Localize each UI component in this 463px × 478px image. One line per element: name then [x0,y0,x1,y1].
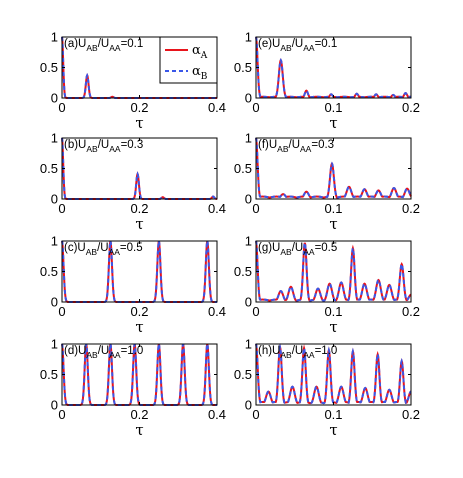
x-tick-label: 0.2 [130,201,148,216]
panel-label: (b)UAB/UAA=0.3 [64,139,143,154]
legend-label-alpha-a: αA [192,43,208,61]
x-tick-label: 0 [58,201,65,216]
x-tick-label: 0.1 [324,100,342,115]
x-tick-label: 0.4 [208,100,226,115]
y-tick-label: 0 [245,398,252,413]
x-tick-label: 0.2 [130,100,148,115]
y-tick-label: 0.5 [234,367,252,382]
panel-label: (g)UAB/UAA=0.5 [258,242,337,257]
panel-f: 0 0.1 0.2 0 0.5 1 τ (f)UAB/UAA=0.3 [234,131,420,234]
y-tick-label: 1 [245,131,252,146]
x-tick-label: 0.2 [130,407,148,422]
y-tick-label: 0.5 [234,60,252,75]
panel-c: 0 0.2 0.4 0 0.5 1 τ (c)UAB/UAA=0.5 [40,234,226,337]
legend-box [159,36,218,84]
y-tick-label: 1 [245,234,252,249]
x-tick-label: 0.4 [208,201,226,216]
panel-h: 0 0.1 0.2 0 0.5 1 τ (h)UAB/UAA=1.0 [234,337,420,440]
y-tick-label: 0.5 [40,264,58,279]
panel-label: (d)UAB/UAA=1.0 [64,345,143,360]
x-tick-label: 0.2 [402,304,420,319]
x-tick-label: 0.4 [208,407,226,422]
x-tick-label: 0.1 [324,201,342,216]
y-tick-label: 0.5 [40,60,58,75]
y-tick-label: 0 [51,295,58,310]
y-tick-label: 0 [51,398,58,413]
x-tick-label: 0 [252,201,259,216]
panel-label: (h)UAB/UAA=1.0 [258,345,337,360]
panel-label: (f)UAB/UAA=0.3 [258,139,334,154]
y-tick-label: 1 [51,131,58,146]
y-tick-label: 0.5 [234,264,252,279]
y-tick-label: 1 [245,30,252,45]
series-alpha-b-line [255,137,412,199]
y-tick-label: 0 [245,192,252,207]
x-axis-label: τ [329,114,337,132]
x-tick-label: 0 [252,407,259,422]
series-alpha-b-line [61,137,218,200]
x-axis-label: τ [135,421,143,439]
series-alpha-b-line [255,240,412,302]
y-tick-label: 0 [245,91,252,106]
x-axis-label: τ [329,421,337,439]
x-tick-label: 0 [58,407,65,422]
y-tick-label: 1 [51,337,58,352]
x-axis-label: τ [329,215,337,233]
panel-label: (c)UAB/UAA=0.5 [64,242,143,257]
y-tick-label: 0 [245,295,252,310]
x-tick-label: 0 [252,304,259,319]
y-tick-label: 1 [51,234,58,249]
legend: αA αB [159,36,218,84]
y-tick-label: 0.5 [234,161,252,176]
y-tick-label: 0.5 [40,367,58,382]
x-axis-label: τ [135,114,143,132]
x-tick-label: 0.2 [402,407,420,422]
x-tick-label: 0.2 [402,201,420,216]
y-tick-label: 0 [51,91,58,106]
x-tick-label: 0.1 [324,304,342,319]
x-tick-label: 0.2 [402,100,420,115]
y-tick-label: 1 [51,30,58,45]
panel-b: 0 0.2 0.4 0 0.5 1 τ (b)UAB/UAA=0.3 [40,131,226,234]
x-axis-label: τ [329,318,337,336]
panel-label: (e)UAB/UAA=0.1 [258,38,337,53]
panel-d: 0 0.2 0.4 0 0.5 1 τ (d)UAB/UAA=1.0 [40,337,226,440]
panel-g: 0 0.1 0.2 0 0.5 1 τ (g)UAB/UAA=0.5 [234,234,420,337]
panel-label: (a)UAB/UAA=0.1 [64,38,143,53]
x-tick-label: 0.4 [208,304,226,319]
x-tick-label: 0 [58,100,65,115]
x-tick-label: 0 [252,100,259,115]
panel-e: 0 0.1 0.2 0 0.5 1 τ (e)UAB/UAA=0.1 [234,30,420,133]
y-tick-label: 0 [51,192,58,207]
x-tick-label: 0.2 [130,304,148,319]
x-axis-label: τ [135,318,143,336]
legend-label-alpha-b: αB [192,64,208,82]
x-tick-label: 0 [58,304,65,319]
x-axis-label: τ [135,215,143,233]
y-tick-label: 0.5 [40,161,58,176]
x-tick-label: 0.1 [324,407,342,422]
panel-a: 0 0.2 0.4 0 0.5 1 τ (a)UAB/UAA=0.1 [40,30,226,133]
y-tick-label: 1 [245,337,252,352]
